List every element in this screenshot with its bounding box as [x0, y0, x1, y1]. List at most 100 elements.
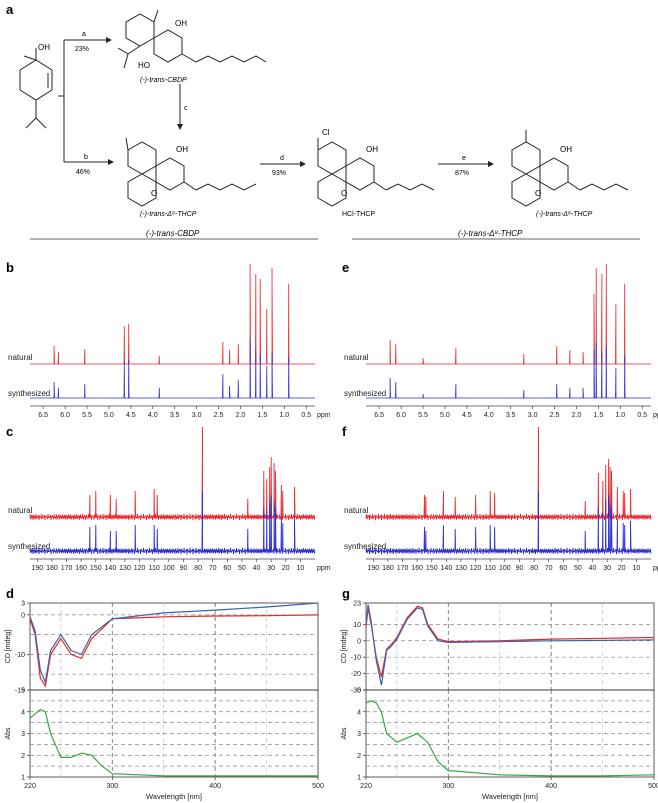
arrow-heads [106, 37, 494, 167]
step-e-yield: 87% [455, 170, 469, 177]
panel-label-d: d [6, 586, 14, 601]
chart-g-cd: 23 10 0 -10 -20 -30 CD [mdeg] [341, 601, 655, 695]
x-tick-label: 130 [119, 565, 131, 572]
x-tick-label: 110 [149, 565, 160, 572]
x-tick-label: 90 [180, 565, 188, 572]
y-axis-label: Abs [5, 727, 12, 740]
chart-d-x-axis: 220 300 400 500 Wavelength [nm] [24, 777, 324, 801]
hcl-thcp-o: O [341, 189, 347, 198]
chart-d-cd: 3 0 -10 -19 CD [mdeg] [5, 601, 319, 695]
chart-g-x-axis: 220 300 400 500 Wavelength [nm] [360, 777, 658, 801]
x-tick-label: 4.0 [484, 412, 494, 419]
x-tick-label: 5.0 [104, 412, 114, 419]
y-axis-label: Abs [341, 727, 348, 740]
synthesized-line [365, 604, 655, 686]
x-tick-label: 6.5 [38, 412, 48, 419]
step-d-yield: 93% [272, 170, 286, 177]
x-tick-label: 220 [24, 783, 36, 790]
y-tick-label: 2 [21, 753, 25, 760]
thcp-d9-structure [125, 137, 257, 207]
x-tick-label: 100 [499, 565, 511, 572]
x-tick-label: 3.0 [528, 412, 538, 419]
x-tick-label: 0.5 [637, 412, 647, 419]
y-tick-label: -19 [15, 688, 25, 695]
synthesized-label: synthesized [344, 389, 386, 398]
step-c-label: c [184, 105, 188, 112]
scheme-arrows [58, 39, 490, 165]
synthesized-label: synthesized [8, 389, 50, 398]
x-tick-label: 0.5 [301, 412, 311, 419]
x-tick-label: 60 [223, 565, 231, 572]
x-tick-label: 190 [367, 565, 379, 572]
x-tick-label: 500 [648, 783, 658, 790]
y-tick-label: 1 [21, 775, 25, 782]
x-tick-label: 170 [61, 565, 73, 572]
x-tick-label: 100 [163, 565, 175, 572]
x-axis-unit: ppm [653, 565, 658, 572]
cbdp-ho: HO [138, 61, 150, 70]
x-tick-label: 5.5 [418, 412, 428, 419]
x-tick-label: 3.5 [170, 412, 180, 419]
x-tick-label: 110 [485, 565, 496, 572]
x-tick-label: 1.0 [279, 412, 289, 419]
synthesized-label: synthesized [8, 542, 50, 551]
x-tick-label: 400 [209, 783, 221, 790]
x-tick-label: 50 [238, 565, 246, 572]
step-a-yield: 23% [75, 46, 89, 53]
x-tick-label: 80 [530, 565, 538, 572]
section-title-left: (-)-trans-CBDP [146, 229, 200, 238]
Abs-line [365, 700, 655, 777]
synthesized-label: synthesized [344, 542, 386, 551]
x-tick-label: 30 [603, 565, 611, 572]
panel-label-g: g [342, 586, 350, 601]
x-tick-label: 10 [632, 565, 640, 572]
natural-label: natural [8, 353, 33, 362]
cbdp-oh: OH [175, 19, 187, 28]
x-tick-label: 40 [589, 565, 597, 572]
thcp-d8-oh: OH [560, 145, 572, 154]
hcl-thcp-oh: OH [366, 145, 378, 154]
x-tick-label: 30 [267, 565, 275, 572]
x-tick-label: 130 [455, 565, 467, 572]
panel-label-e: e [342, 260, 349, 275]
hcl-thcp-structure [317, 138, 435, 207]
panel-label-a: a [6, 2, 14, 17]
x-axis-label: Wavelength [nm] [482, 792, 538, 801]
y-tick-label: 4 [357, 709, 361, 716]
x-tick-label: 120 [134, 565, 146, 572]
y-tick-label: 4 [21, 709, 25, 716]
hcl-thcp-cl: Cl [322, 128, 330, 137]
thcp-d8-o: O [535, 189, 541, 198]
synthesized-spectrum [29, 490, 316, 555]
x-tick-label: 150 [426, 565, 438, 572]
natural-spectrum [29, 426, 316, 521]
natural-label: natural [344, 506, 369, 515]
spectra-charts: natural synthesized 6.5 6.0 5.5 5.0 4.5 4.0 3.5 3… [5, 263, 658, 801]
x-tick-label: 1.5 [594, 412, 604, 419]
y-tick-label: -10 [351, 655, 361, 662]
y-axis-label: CD [mdeg] [341, 630, 348, 664]
thcp-d9-oh: OH [176, 145, 188, 154]
starting-material-structure [19, 48, 53, 129]
step-d-label: d [280, 155, 284, 162]
x-tick-label: 220 [360, 783, 372, 790]
y-tick-label: 3 [21, 601, 25, 608]
x-tick-label: 140 [105, 565, 117, 572]
x-tick-label: 190 [31, 565, 43, 572]
x-tick-label: 10 [296, 565, 304, 572]
x-tick-label: 70 [209, 565, 217, 572]
cbdp-compound-label: (-)-trans-CBDP [140, 77, 187, 84]
chart-d-abs: 5 4 3 2 1 Abs [5, 688, 319, 782]
x-tick-label: 5.0 [440, 412, 450, 419]
y-tick-label: -20 [351, 671, 361, 678]
x-axis-unit: ppm [653, 412, 658, 419]
synthesized-line [29, 602, 319, 685]
y-tick-label: 5 [357, 688, 361, 695]
x-tick-label: 1.5 [258, 412, 268, 419]
natural-spectrum [30, 263, 315, 365]
x-tick-label: 180 [46, 565, 58, 572]
panel-label-b: b [6, 260, 14, 275]
synthesized-spectrum [30, 337, 315, 399]
x-tick-label: 150 [90, 565, 102, 572]
thcp-d8-structure [511, 130, 629, 207]
